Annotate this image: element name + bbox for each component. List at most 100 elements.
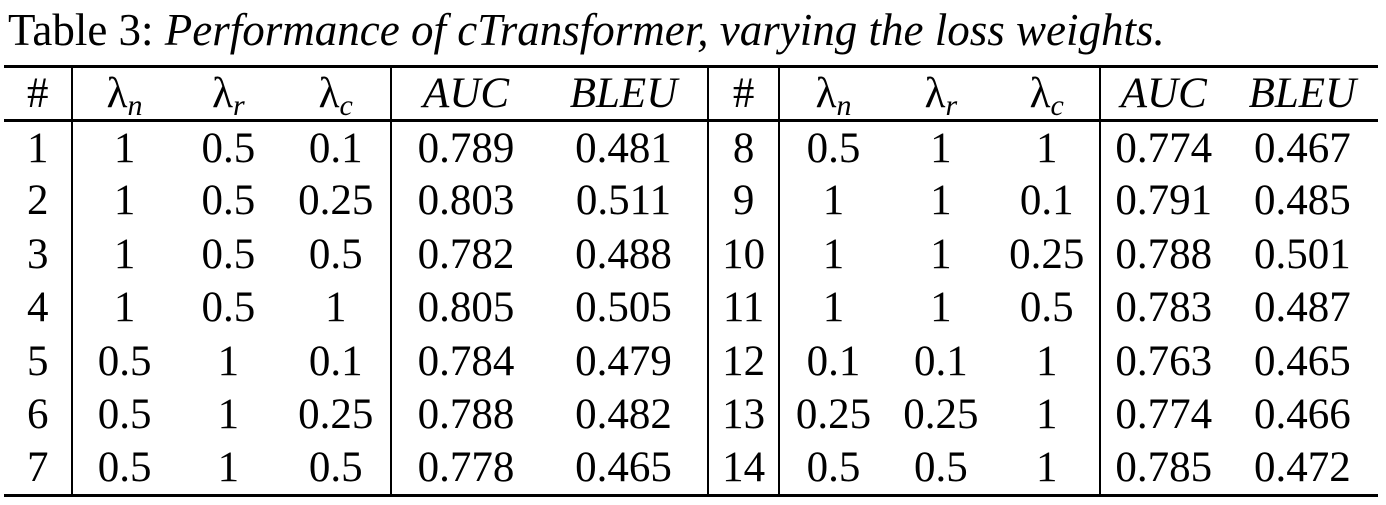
lambda-r-value: 1 <box>930 284 952 332</box>
caption-title: Performance of cTransformer, varying the… <box>164 5 1165 55</box>
table-body: 1 1 0.5 0.1 0.789 0.481 8 0.5 1 1 0.774 0.467 2 1 0.5 0… <box>4 120 1378 497</box>
row-number: 7 <box>4 441 74 497</box>
auc-value: 0.774 <box>1115 391 1213 439</box>
lambda-r-value: 0.5 <box>201 124 256 172</box>
lambda-c-value: 1 <box>994 120 1101 174</box>
auc-value: 0.774 <box>1115 124 1213 172</box>
lambda-n-value: 1 <box>822 177 845 225</box>
lambda-c-value: 0.1 <box>281 120 393 174</box>
lambda-r-value: 0.5 <box>201 284 256 332</box>
header-lambda-r: λr <box>175 65 282 122</box>
auc-value: 0.788 <box>1115 230 1213 278</box>
bleu-value: 0.481 <box>539 120 710 174</box>
row-number: 5 <box>4 334 74 388</box>
bleu-value: 0.467 <box>1253 124 1351 172</box>
row-number: 2 <box>4 174 74 228</box>
header-bleu: BLEU <box>1226 65 1378 122</box>
lambda-c-value: 0.5 <box>281 441 393 497</box>
lambda-r-value: 1 <box>217 391 240 439</box>
lambda-n-value: 0.1 <box>806 337 861 385</box>
row-number: 10 <box>708 227 780 281</box>
lambda-n-value: 1 <box>822 230 845 278</box>
lambda-n-value: 1 <box>822 284 845 332</box>
lambda-n-value: 0.5 <box>97 391 152 439</box>
table-row: 2 1 0.5 0.25 0.803 0.511 9 1 1 0.1 0.791 0.485 <box>4 174 1378 228</box>
auc-value: 0.763 <box>1115 337 1213 385</box>
lambda-c-value: 0.5 <box>281 227 393 281</box>
lambda-c-value: 0.25 <box>281 388 393 442</box>
table-row: 3 1 0.5 0.5 0.782 0.488 10 1 1 0.25 0.788 0.501 <box>4 227 1378 281</box>
row-number: 1 <box>4 120 74 174</box>
lambda-n-value: 0.5 <box>72 441 176 497</box>
lambda-n-value: 1 <box>113 230 136 278</box>
table-row: 5 0.5 1 0.1 0.784 0.479 12 0.1 0.1 1 0.763 0.465 <box>4 334 1378 388</box>
lambda-r-value: 1 <box>175 441 282 497</box>
bleu-value: 0.465 <box>539 441 710 497</box>
auc-value: 0.785 <box>1099 441 1227 497</box>
bleu-value: 0.479 <box>539 334 710 388</box>
header-lambda-n: λn <box>72 65 176 122</box>
auc-value: 0.803 <box>417 177 515 225</box>
table-caption: Table 3: Performance of cTransformer, va… <box>8 4 1165 56</box>
lambda-c-value: 0.5 <box>994 281 1101 335</box>
row-number: 4 <box>4 281 74 335</box>
header-num: # <box>4 65 74 122</box>
header-num: # <box>708 65 780 122</box>
row-number: 11 <box>708 281 780 335</box>
bleu-value: 0.465 <box>1253 337 1351 385</box>
lambda-n-value: 1 <box>113 177 136 225</box>
lambda-n-value: 0.25 <box>795 391 872 439</box>
lambda-c-value: 1 <box>994 388 1101 442</box>
bleu-value: 0.472 <box>1226 441 1378 497</box>
lambda-r-value: 1 <box>930 177 952 225</box>
auc-value: 0.782 <box>417 230 515 278</box>
lambda-r-value: 0.5 <box>201 230 256 278</box>
results-table: # λn λr λc AUC BLEU # λn λr λc AUC BLEU … <box>4 65 1378 497</box>
bleu-value: 0.485 <box>1253 177 1351 225</box>
bleu-value: 0.505 <box>539 281 710 335</box>
header-auc: AUC <box>1099 65 1227 122</box>
table-row: 4 1 0.5 1 0.805 0.505 11 1 1 0.5 0.783 0.487 <box>4 281 1378 335</box>
auc-value: 0.788 <box>417 391 515 439</box>
row-number: 8 <box>708 120 780 174</box>
header-lambda-c: λc <box>281 65 393 122</box>
bleu-value: 0.501 <box>1253 230 1351 278</box>
bleu-value: 0.511 <box>539 174 710 228</box>
lambda-n-value: 0.5 <box>778 441 888 497</box>
row-number: 6 <box>4 388 74 442</box>
row-number: 13 <box>708 388 780 442</box>
row-number: 14 <box>708 441 780 497</box>
header-lambda-r: λr <box>887 65 995 122</box>
header-auc: AUC <box>391 65 540 122</box>
auc-value: 0.783 <box>1115 284 1213 332</box>
lambda-c-value: 0.1 <box>281 334 393 388</box>
row-number: 12 <box>708 334 780 388</box>
auc-value: 0.789 <box>417 124 515 172</box>
lambda-c-value: 0.25 <box>281 174 393 228</box>
lambda-r-value: 0.5 <box>887 441 995 497</box>
lambda-c-value: 1 <box>994 334 1101 388</box>
table-row: 6 0.5 1 0.25 0.788 0.482 13 0.25 0.25 1 0.774 0.466 <box>4 388 1378 442</box>
lambda-c-value: 0.25 <box>994 227 1101 281</box>
auc-value: 0.784 <box>417 337 515 385</box>
lambda-r-value: 0.1 <box>914 337 968 385</box>
header-lambda-n: λn <box>778 65 888 122</box>
caption-label: Table 3: <box>8 5 154 55</box>
header-bleu: BLEU <box>539 65 710 122</box>
lambda-r-value: 1 <box>930 124 952 172</box>
lambda-n-value: 1 <box>113 284 136 332</box>
table-row: 1 1 0.5 0.1 0.789 0.481 8 0.5 1 1 0.774 0.467 <box>4 120 1378 174</box>
auc-value: 0.778 <box>391 441 540 497</box>
header-row: # λn λr λc AUC BLEU # λn λr λc AUC BLEU <box>4 65 1378 122</box>
lambda-r-value: 1 <box>930 230 952 278</box>
lambda-c-value: 0.1 <box>994 174 1101 228</box>
lambda-r-value: 0.5 <box>201 177 256 225</box>
lambda-r-value: 1 <box>217 337 240 385</box>
bleu-value: 0.487 <box>1253 284 1351 332</box>
bleu-value: 0.482 <box>539 388 710 442</box>
lambda-c-value: 1 <box>281 281 393 335</box>
bleu-value: 0.466 <box>1253 391 1351 439</box>
row-number: 9 <box>708 174 780 228</box>
bleu-value: 0.488 <box>539 227 710 281</box>
row-number: 3 <box>4 227 74 281</box>
